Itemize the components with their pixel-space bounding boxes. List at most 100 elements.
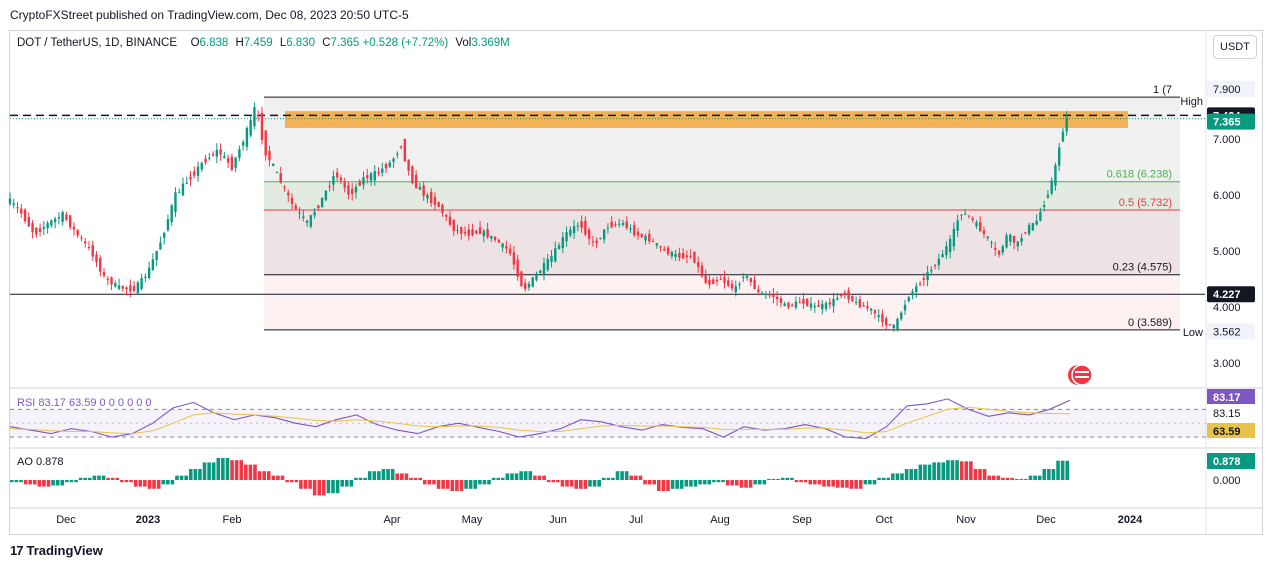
candle-body (997, 250, 1001, 255)
ao-bar (1056, 460, 1060, 480)
candle-body (542, 263, 546, 275)
ao-bar (390, 469, 395, 480)
candle-body (787, 302, 790, 308)
candle-body (749, 277, 753, 283)
candle-body (1020, 237, 1023, 242)
close-value: 7.365 (330, 37, 360, 49)
candle-body (971, 218, 974, 221)
ao-bar (973, 469, 978, 480)
last-price-badge-bg (1207, 113, 1255, 130)
candle-body (621, 223, 625, 225)
candle-body (16, 207, 19, 209)
candle-body (569, 229, 572, 236)
ao-bar (739, 480, 744, 488)
chart-frame[interactable] (9, 30, 1263, 535)
x-tick-label: 2024 (1118, 514, 1143, 526)
ao-bar (936, 462, 941, 480)
candle-body (129, 285, 132, 292)
candle-body (433, 196, 437, 205)
ao-legend: AO 0.878 (17, 456, 63, 468)
candle-body (392, 158, 395, 162)
ao-bar (982, 469, 987, 480)
candle-body (241, 141, 245, 146)
ao-bar (840, 480, 845, 488)
candle-body (546, 258, 549, 270)
candle-body (907, 297, 910, 301)
ao-bar (335, 480, 340, 494)
rsi-value-bg (1207, 389, 1255, 404)
candle-body (783, 303, 786, 307)
ao-bar (679, 480, 684, 489)
ao-bar (331, 480, 335, 494)
ao-bar (611, 477, 615, 480)
candle-body (584, 220, 587, 235)
ao-bar (491, 477, 496, 480)
ao-bar (1065, 460, 1069, 480)
ao-bar (441, 480, 445, 489)
usd-flag-icon[interactable] (1067, 364, 1093, 386)
currency-button[interactable]: USDT (1213, 35, 1257, 59)
candle-body (460, 227, 463, 234)
ao-bar (473, 480, 478, 489)
close-key: C (322, 37, 331, 49)
ao-bar (776, 478, 780, 480)
symbol-label[interactable]: DOT / TetherUS, 1D, BINANCE (17, 37, 177, 49)
ao-bar (289, 480, 294, 483)
candle-body (851, 296, 854, 302)
ao-bar (32, 480, 37, 485)
candle-body (38, 228, 42, 232)
candle-body (290, 197, 294, 204)
ao-bar (266, 471, 271, 480)
candle-body (802, 298, 805, 304)
ao-bar (404, 473, 409, 480)
candle-body (836, 297, 839, 300)
candle-body (8, 198, 12, 204)
fib-label: 1 (7 (1153, 84, 1172, 96)
candle-body (493, 236, 497, 241)
candle-body (317, 205, 320, 208)
candle-body (640, 234, 643, 237)
ao-bar (69, 480, 74, 483)
ao-bar (666, 480, 670, 491)
price-legend: DOT / TetherUS, 1D, BINANCE O6.838 H7.45… (17, 37, 510, 49)
candle-body (757, 289, 760, 293)
candle-body (283, 186, 286, 188)
tradingview-footer[interactable]: 17 TradingView (10, 543, 103, 558)
ao-bar (950, 460, 955, 480)
candle-body (68, 215, 72, 228)
candle-body (324, 190, 328, 200)
candle-body (704, 274, 707, 283)
ao-bar (505, 473, 510, 480)
ao-bar (822, 480, 826, 487)
candle-body (666, 247, 670, 255)
ao-bar (468, 480, 473, 489)
candle-body (1039, 211, 1042, 221)
ao-bar (198, 469, 202, 480)
candle-body (1065, 117, 1068, 132)
candle-body (102, 271, 106, 276)
ao-bar (143, 480, 147, 487)
fib-label: 0.23 (4.575) (1113, 262, 1172, 274)
candle-body (482, 230, 486, 237)
ao-bar (698, 480, 702, 485)
candle-body (448, 216, 452, 225)
candle-body (900, 312, 903, 320)
ao-bar (422, 480, 427, 485)
candle-body (599, 237, 602, 239)
candle-body (1031, 223, 1035, 231)
candle-body (347, 185, 350, 195)
candle-body (200, 163, 203, 170)
ao-bar (299, 480, 303, 489)
candle-body (309, 215, 313, 227)
candle-body (35, 227, 38, 235)
candle-body (967, 215, 971, 217)
candle-body (396, 153, 399, 155)
ao-bar (294, 480, 299, 483)
candle-body (471, 229, 474, 236)
ao-bar (753, 480, 757, 485)
candle-body (174, 192, 177, 213)
candle-body (821, 303, 824, 310)
candle-body (926, 272, 929, 281)
ao-bar (303, 480, 308, 489)
